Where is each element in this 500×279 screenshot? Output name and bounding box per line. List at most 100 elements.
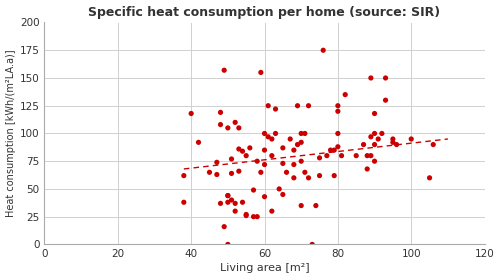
Point	[180, 200, 188, 205]
Point	[257, 70, 265, 75]
Point	[220, 224, 228, 229]
Point	[272, 131, 280, 136]
Point	[294, 104, 302, 108]
Point	[253, 159, 261, 163]
Point	[228, 171, 235, 176]
Point	[213, 172, 221, 177]
Point	[264, 134, 272, 139]
Point	[374, 137, 382, 141]
Point	[301, 170, 309, 175]
Point	[268, 137, 276, 141]
Point	[242, 212, 250, 217]
Point	[341, 92, 349, 97]
Point	[216, 110, 224, 115]
Point	[316, 173, 324, 178]
Point	[323, 153, 331, 158]
Point	[279, 161, 287, 166]
Point	[426, 175, 434, 180]
Point	[392, 142, 400, 147]
Point	[367, 76, 375, 80]
Point	[279, 146, 287, 150]
Point	[206, 170, 214, 175]
Point	[231, 201, 239, 206]
Point	[268, 209, 276, 213]
Point	[231, 120, 239, 125]
Point	[407, 137, 415, 141]
Point	[257, 170, 265, 175]
Point	[363, 153, 371, 158]
Title: Specific heat consumption per home (source: SIR): Specific heat consumption per home (sour…	[88, 6, 440, 19]
Point	[297, 203, 305, 208]
Point	[370, 142, 378, 147]
Point	[334, 104, 342, 108]
Point	[272, 107, 280, 111]
Point	[334, 109, 342, 114]
Point	[216, 122, 224, 127]
Point	[253, 215, 261, 219]
Point	[378, 131, 386, 136]
Point	[224, 193, 232, 198]
Point	[242, 213, 250, 218]
Point	[297, 131, 305, 136]
Point	[235, 147, 243, 151]
Point	[326, 148, 334, 152]
Point	[382, 76, 390, 80]
Point	[279, 192, 287, 197]
Point	[235, 169, 243, 174]
Point	[290, 148, 298, 152]
Point	[308, 242, 316, 247]
Point	[260, 194, 268, 199]
Point	[301, 131, 309, 136]
Point	[228, 157, 235, 161]
Point	[330, 148, 338, 152]
Point	[389, 137, 397, 141]
Point	[382, 98, 390, 102]
Point	[224, 126, 232, 130]
Point	[367, 153, 375, 158]
Point	[224, 242, 232, 247]
Point	[360, 142, 368, 147]
Point	[235, 126, 243, 130]
Point	[312, 203, 320, 208]
Point	[250, 188, 258, 192]
Point	[275, 187, 283, 191]
Point	[330, 173, 338, 178]
Point	[286, 137, 294, 141]
Point	[187, 111, 195, 116]
X-axis label: Living area [m²]: Living area [m²]	[220, 263, 310, 273]
Point	[389, 140, 397, 145]
Point	[260, 131, 268, 136]
Point	[250, 215, 258, 219]
Point	[246, 146, 254, 150]
Point	[194, 140, 202, 145]
Point	[231, 209, 239, 213]
Point	[238, 149, 246, 153]
Y-axis label: Heat consumption [kWh/(m²LA.a)]: Heat consumption [kWh/(m²LA.a)]	[6, 50, 16, 217]
Point	[220, 68, 228, 73]
Point	[242, 153, 250, 158]
Point	[334, 145, 342, 149]
Point	[338, 153, 345, 158]
Point	[352, 153, 360, 158]
Point	[316, 156, 324, 160]
Point	[180, 173, 188, 178]
Point	[213, 160, 221, 165]
Point	[290, 162, 298, 167]
Point	[238, 200, 246, 205]
Point	[319, 48, 327, 52]
Point	[260, 148, 268, 152]
Point	[297, 159, 305, 163]
Point	[297, 140, 305, 145]
Point	[282, 170, 290, 175]
Point	[370, 159, 378, 163]
Point	[334, 131, 342, 136]
Point	[268, 153, 276, 158]
Point	[224, 193, 232, 198]
Point	[304, 175, 312, 180]
Point	[370, 131, 378, 136]
Point	[290, 175, 298, 180]
Point	[370, 111, 378, 116]
Point	[294, 142, 302, 147]
Point	[367, 134, 375, 139]
Point	[216, 201, 224, 206]
